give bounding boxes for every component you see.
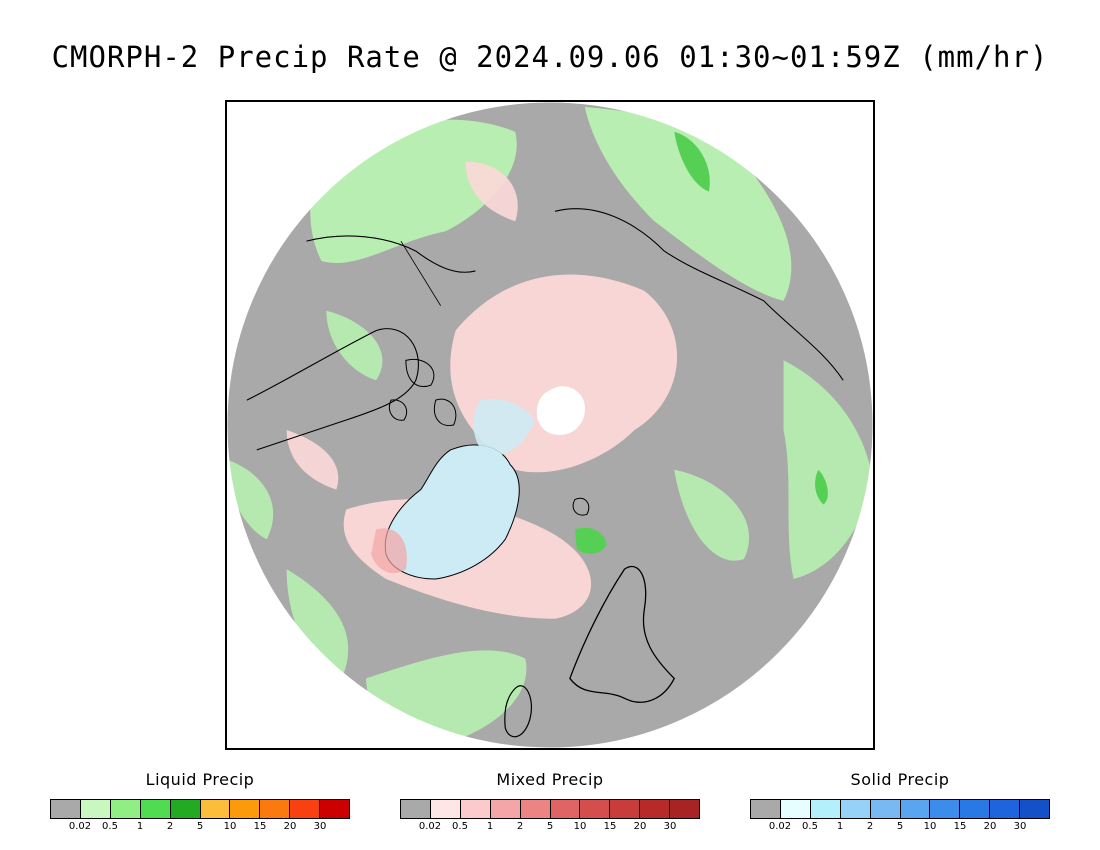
page-title: CMORPH-2 Precip Rate @ 2024.09.06 01:30~… xyxy=(51,40,1049,74)
liquid-precip-area xyxy=(227,459,274,540)
mixed-precip-area xyxy=(286,429,339,490)
legend-swatch xyxy=(320,800,350,818)
legend-tick-label: 0.5 xyxy=(802,821,818,832)
legend-liquid: Liquid Precip 0.02 0.5 1 2 5 10 15 20 30 xyxy=(50,770,350,835)
legend-title: Solid Precip xyxy=(850,770,950,789)
legend-ticks: 0.02 0.5 1 2 5 10 15 20 30 xyxy=(50,821,350,835)
legend-swatch xyxy=(520,800,551,818)
legend-tick-label: 30 xyxy=(663,821,677,832)
liquid-precip-area xyxy=(584,106,792,301)
legend-swatch xyxy=(260,800,291,818)
legend-swatch xyxy=(460,800,491,818)
legend-swatch xyxy=(840,800,871,818)
svalbard-coastline xyxy=(572,497,590,516)
legend-swatches xyxy=(400,799,700,819)
legend-tick-label: 10 xyxy=(573,821,587,832)
legend-tick-label: 20 xyxy=(633,821,647,832)
legend-tick-label: 1 xyxy=(486,821,494,832)
liquid-precip-moderate xyxy=(574,527,607,554)
legend-swatch xyxy=(490,800,521,818)
liquid-precip-area xyxy=(286,569,349,689)
legend-swatch xyxy=(1020,800,1050,818)
legend-tick-label: 0.02 xyxy=(418,821,442,832)
legend-swatches xyxy=(50,799,350,819)
liquid-precip-area xyxy=(783,360,873,580)
legend-swatch xyxy=(580,800,611,818)
british-isles-coastline xyxy=(504,685,532,738)
legend-swatch xyxy=(780,800,811,818)
legend-tick-label: 0.02 xyxy=(768,821,792,832)
legend-swatch xyxy=(870,800,901,818)
legend-swatch xyxy=(900,800,931,818)
legend-tick-label: 20 xyxy=(283,821,297,832)
greenland-ice-area xyxy=(384,444,520,580)
canadian-archipelago-coastline xyxy=(389,358,457,427)
mixed-precip-area xyxy=(465,161,518,222)
legend-ticks: 0.02 0.5 1 2 5 10 15 20 30 xyxy=(750,821,1050,835)
legend-tick-label: 2 xyxy=(516,821,524,832)
legend-tick-label: 1 xyxy=(836,821,844,832)
legend-swatch xyxy=(550,800,581,818)
legend-swatch xyxy=(670,800,700,818)
liquid-precip-moderate xyxy=(674,131,710,192)
legend-swatch xyxy=(170,800,201,818)
legend-swatch xyxy=(751,800,781,818)
scandinavia-coastline xyxy=(569,566,676,703)
siberia-coastline xyxy=(554,208,844,381)
legend-ticks: 0.02 0.5 1 2 5 10 15 20 30 xyxy=(400,821,700,835)
legend-swatch xyxy=(640,800,671,818)
liquid-precip-area xyxy=(326,310,383,381)
polar-map-svg xyxy=(227,102,873,748)
legend-title: Liquid Precip xyxy=(145,770,255,789)
legend-tick-label: 20 xyxy=(983,821,997,832)
legend-swatch xyxy=(930,800,961,818)
legend-tick-label: 5 xyxy=(196,821,204,832)
legend-tick-label: 0.02 xyxy=(68,821,92,832)
legend-tick-label: 0.5 xyxy=(102,821,118,832)
legend-swatch xyxy=(810,800,841,818)
legend-swatch xyxy=(140,800,171,818)
legend-tick-label: 30 xyxy=(313,821,327,832)
legend-title: Mixed Precip xyxy=(496,770,604,789)
legend-tick-label: 0.5 xyxy=(452,821,468,832)
legend-solid: Solid Precip 0.02 0.5 1 2 5 10 15 20 30 xyxy=(750,770,1050,835)
legend-tick-label: 15 xyxy=(253,821,267,832)
legend-swatch xyxy=(610,800,641,818)
legend-tick-label: 10 xyxy=(223,821,237,832)
legend-swatch xyxy=(290,800,321,818)
legend-mixed: Mixed Precip 0.02 0.5 1 2 5 10 15 20 30 xyxy=(400,770,700,835)
legend-tick-label: 15 xyxy=(953,821,967,832)
legend-tick-label: 10 xyxy=(923,821,937,832)
legend-tick-label: 5 xyxy=(896,821,904,832)
north-pole-no-data xyxy=(536,386,586,435)
legend-tick-label: 2 xyxy=(866,821,874,832)
liquid-precip-area xyxy=(674,469,750,561)
north-america-coastline xyxy=(246,328,419,451)
legend-tick-label: 2 xyxy=(166,821,174,832)
legend-swatch xyxy=(401,800,431,818)
country-border xyxy=(400,240,442,306)
liquid-precip-moderate xyxy=(815,469,828,505)
legend-swatch xyxy=(200,800,231,818)
alaska-coastline xyxy=(306,235,476,273)
legend-tick-label: 15 xyxy=(603,821,617,832)
legend-swatch xyxy=(990,800,1021,818)
legend-swatches xyxy=(750,799,1050,819)
solid-precip-area xyxy=(473,398,536,456)
legend-tick-label: 5 xyxy=(546,821,554,832)
legend-swatch xyxy=(430,800,461,818)
legend-swatch xyxy=(960,800,991,818)
polar-precip-map xyxy=(225,100,875,750)
legend-tick-label: 30 xyxy=(1013,821,1027,832)
legend-swatch xyxy=(110,800,141,818)
legend-swatch xyxy=(51,800,81,818)
legend-swatch xyxy=(80,800,111,818)
legend-swatch xyxy=(230,800,261,818)
legend-tick-label: 1 xyxy=(136,821,144,832)
mixed-precip-area xyxy=(371,528,407,574)
